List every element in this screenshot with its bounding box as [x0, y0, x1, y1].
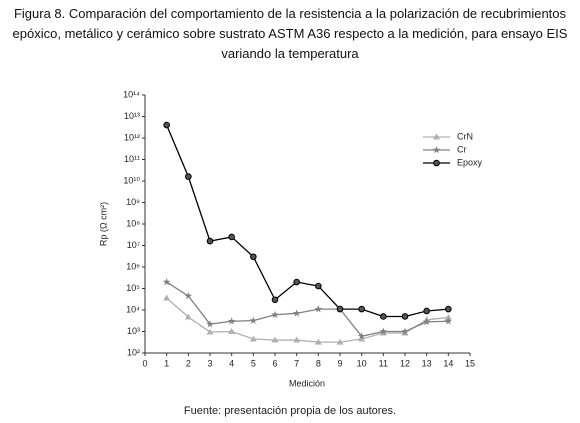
point [185, 173, 192, 180]
legend-label: CrN [457, 131, 473, 141]
y-axis-label: Rp (Ω cm²) [98, 202, 108, 246]
legend-marker [432, 146, 441, 154]
point [271, 296, 279, 304]
y-tick-label: 10¹² [124, 132, 140, 142]
point [315, 282, 322, 290]
y-tick-label: 10¹⁰ [123, 175, 140, 185]
point [206, 328, 214, 335]
y-tick-label: 10³ [127, 326, 140, 336]
point [380, 313, 387, 320]
point [163, 294, 171, 301]
x-tick-label: 13 [422, 358, 432, 368]
x-tick-label: 12 [400, 358, 410, 368]
point [162, 278, 171, 286]
point [358, 305, 365, 313]
point [423, 307, 430, 315]
point [401, 313, 409, 320]
point [336, 338, 344, 345]
series-line [166, 124, 449, 318]
x-tick-label: 9 [337, 358, 342, 368]
legend-marker [433, 159, 440, 167]
point [228, 233, 235, 241]
x-tick-label: 6 [272, 358, 277, 368]
x-tick-label: 10 [357, 358, 367, 368]
x-tick-label: 15 [465, 358, 475, 368]
chart-title: Figura 8. Comparación del comportamiento… [12, 6, 568, 61]
point [293, 278, 300, 286]
y-tick-label: 10⁸ [126, 218, 140, 228]
y-tick-label: 10¹⁴ [123, 89, 140, 99]
x-tick-label: 14 [443, 358, 453, 368]
x-tick-label: 1 [164, 358, 169, 368]
point [293, 336, 301, 343]
y-tick-label: 10² [127, 347, 140, 357]
x-tick-label: 11 [379, 358, 388, 368]
y-tick-label: 10⁴ [126, 304, 140, 314]
point [445, 305, 452, 313]
point [444, 317, 453, 325]
x-tick-label: 7 [294, 358, 299, 368]
point [336, 305, 344, 313]
x-tick-label: 4 [229, 358, 234, 368]
point [358, 335, 366, 342]
point [250, 253, 257, 261]
point [249, 335, 257, 342]
x-tick-label: 5 [251, 358, 256, 368]
x-tick-label: 3 [207, 358, 212, 368]
point [184, 291, 193, 300]
x-tick-label: 2 [186, 358, 191, 368]
point [314, 305, 323, 313]
x-axis-label: Medición [289, 378, 325, 388]
series-line [166, 281, 449, 337]
point [227, 317, 236, 325]
series-line [166, 297, 449, 343]
point [314, 338, 322, 345]
point [249, 316, 258, 324]
y-tick-label: 10¹³ [124, 111, 140, 121]
point [292, 309, 301, 317]
point [422, 317, 431, 326]
source-note: Fuente: presentación propia de los autor… [184, 405, 396, 417]
y-tick-label: 10⁶ [126, 261, 140, 271]
point [163, 121, 170, 129]
point [228, 328, 236, 334]
y-tick-label: 10⁷ [127, 240, 140, 250]
point [357, 332, 366, 340]
x-tick-label: 8 [316, 358, 321, 368]
point [444, 313, 452, 320]
legend-label: Epoxy [457, 157, 483, 167]
x-tick-label: 0 [142, 358, 147, 368]
y-tick-label: 10⁹ [126, 197, 140, 207]
point [206, 320, 214, 328]
legend-label: Cr [457, 144, 467, 154]
point [271, 310, 279, 319]
y-tick-label: 10¹¹ [124, 154, 140, 164]
point [206, 237, 214, 245]
y-tick-label: 10⁵ [126, 283, 140, 293]
point [184, 313, 192, 320]
legend-marker [433, 133, 440, 140]
point [401, 327, 409, 335]
point [271, 336, 279, 343]
point [379, 327, 388, 335]
